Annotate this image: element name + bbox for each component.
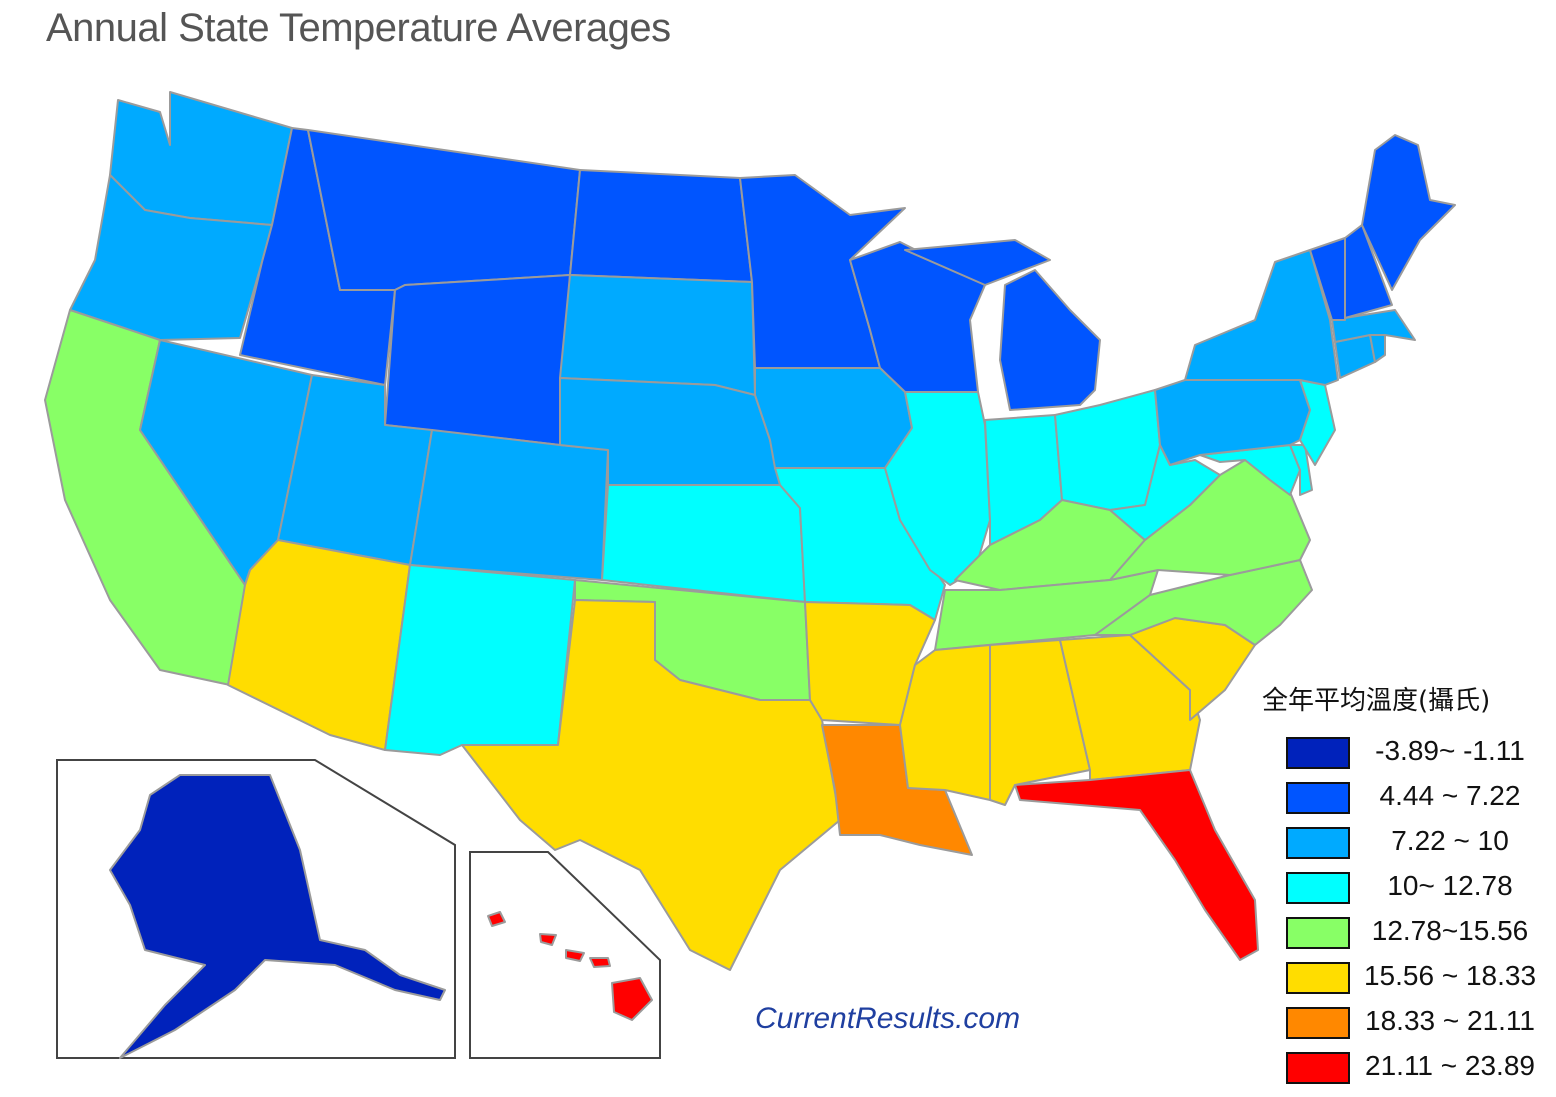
- legend-item: 7.22 ~ 10: [1262, 825, 1552, 872]
- state-vermont[interactable]: [1309, 237, 1346, 321]
- state-wyoming[interactable]: [384, 274, 571, 446]
- state-north-dakota[interactable]: [569, 169, 753, 283]
- legend-swatch: [1286, 827, 1350, 859]
- state-maine[interactable]: [1361, 134, 1456, 291]
- state-new-hampshire[interactable]: [1344, 224, 1393, 319]
- legend-swatch: [1286, 1052, 1350, 1084]
- legend-swatch: [1286, 917, 1350, 949]
- state-colorado[interactable]: [409, 429, 609, 581]
- state-new-york[interactable]: [1184, 249, 1339, 386]
- legend-item: -3.89~ -1.11: [1262, 735, 1552, 782]
- state-florida[interactable]: [1014, 769, 1259, 961]
- state-south-dakota[interactable]: [559, 274, 756, 396]
- state-new-mexico[interactable]: [384, 564, 576, 756]
- state-montana[interactable]: [307, 129, 581, 291]
- state-north-carolina[interactable]: [1094, 559, 1313, 646]
- legend-swatch: [1286, 782, 1350, 814]
- legend-swatch: [1286, 737, 1350, 769]
- legend-title: 全年平均溫度(攝氏): [1262, 686, 1491, 716]
- state-iowa[interactable]: [754, 367, 913, 469]
- legend-item: 21.11 ~ 23.89: [1262, 1050, 1552, 1097]
- legend-item: 10~ 12.78: [1262, 870, 1552, 917]
- legend-swatch: [1286, 962, 1350, 994]
- state-texas[interactable]: [461, 599, 841, 971]
- legend-label: 15.56 ~ 18.33: [1363, 960, 1537, 991]
- state-massachusetts[interactable]: [1331, 309, 1416, 343]
- legend-label: -3.89~ -1.11: [1375, 735, 1525, 766]
- legend-item: 18.33 ~ 21.11: [1262, 1005, 1552, 1052]
- legend-label: 4.44 ~ 7.22: [1379, 780, 1521, 811]
- state-mississippi[interactable]: [899, 644, 991, 801]
- state-ohio[interactable]: [1054, 389, 1161, 511]
- legend-item: 15.56 ~ 18.33: [1262, 960, 1552, 1007]
- state-alaska[interactable]: [109, 774, 446, 1059]
- legend-swatch: [1286, 872, 1350, 904]
- legend: 全年平均溫度(攝氏) -3.89~ -1.11 4.44 ~ 7.22 7.22…: [1262, 680, 1552, 1097]
- legend-item: 12.78~15.56: [1262, 915, 1552, 962]
- watermark-text: CurrentResults.com: [755, 1002, 1021, 1035]
- legend-label: 18.33 ~ 21.11: [1365, 1005, 1535, 1036]
- map-title: Annual State Temperature Averages: [46, 6, 671, 50]
- legend-swatch: [1286, 1007, 1350, 1039]
- legend-label: 10~ 12.78: [1387, 870, 1513, 901]
- legend-item: 4.44 ~ 7.22: [1262, 780, 1552, 827]
- state-arizona[interactable]: [227, 539, 411, 751]
- state-hawaii[interactable]: [487, 911, 653, 1021]
- legend-label: 21.11 ~ 23.89: [1365, 1050, 1535, 1081]
- state-oregon[interactable]: [69, 174, 273, 341]
- state-west-virginia[interactable]: [1109, 444, 1221, 541]
- state-michigan[interactable]: [904, 239, 1101, 411]
- legend-label: 12.78~15.56: [1371, 915, 1529, 946]
- legend-label: 7.22 ~ 10: [1391, 825, 1509, 856]
- state-illinois[interactable]: [884, 391, 991, 586]
- state-kansas[interactable]: [601, 484, 806, 603]
